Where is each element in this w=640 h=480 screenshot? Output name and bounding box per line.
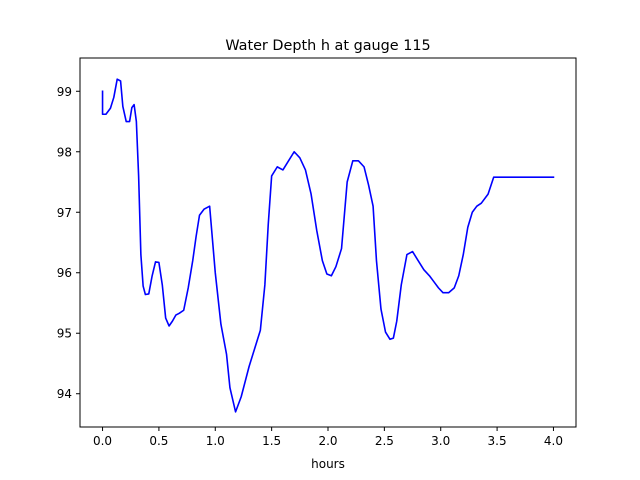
x-tick-label: 1.0 <box>206 434 225 448</box>
x-axis: 0.0 0.5 1.0 1.5 2.0 2.5 3.0 3.5 4.0 <box>93 427 563 448</box>
x-tick-label: 0.5 <box>149 434 168 448</box>
y-tick-label: 97 <box>57 206 72 220</box>
x-tick-label: 0.0 <box>93 434 112 448</box>
y-tick-label: 95 <box>57 327 72 341</box>
x-tick-label: 4.0 <box>544 434 563 448</box>
x-tick-label: 3.0 <box>431 434 450 448</box>
y-axis: 94 95 96 97 98 99 <box>57 85 80 401</box>
y-tick-label: 94 <box>57 387 72 401</box>
x-tick-label: 3.5 <box>488 434 507 448</box>
y-tick-label: 99 <box>57 85 72 99</box>
y-tick-label: 98 <box>57 145 72 159</box>
series-line-0 <box>101 78 555 413</box>
x-tick-label: 2.5 <box>375 434 394 448</box>
x-tick-label: 2.0 <box>318 434 337 448</box>
x-tick-label: 1.5 <box>262 434 281 448</box>
chart-title: Water Depth h at gauge 115 <box>225 38 430 54</box>
y-tick-label: 96 <box>57 266 72 280</box>
x-axis-label: hours <box>311 457 345 471</box>
